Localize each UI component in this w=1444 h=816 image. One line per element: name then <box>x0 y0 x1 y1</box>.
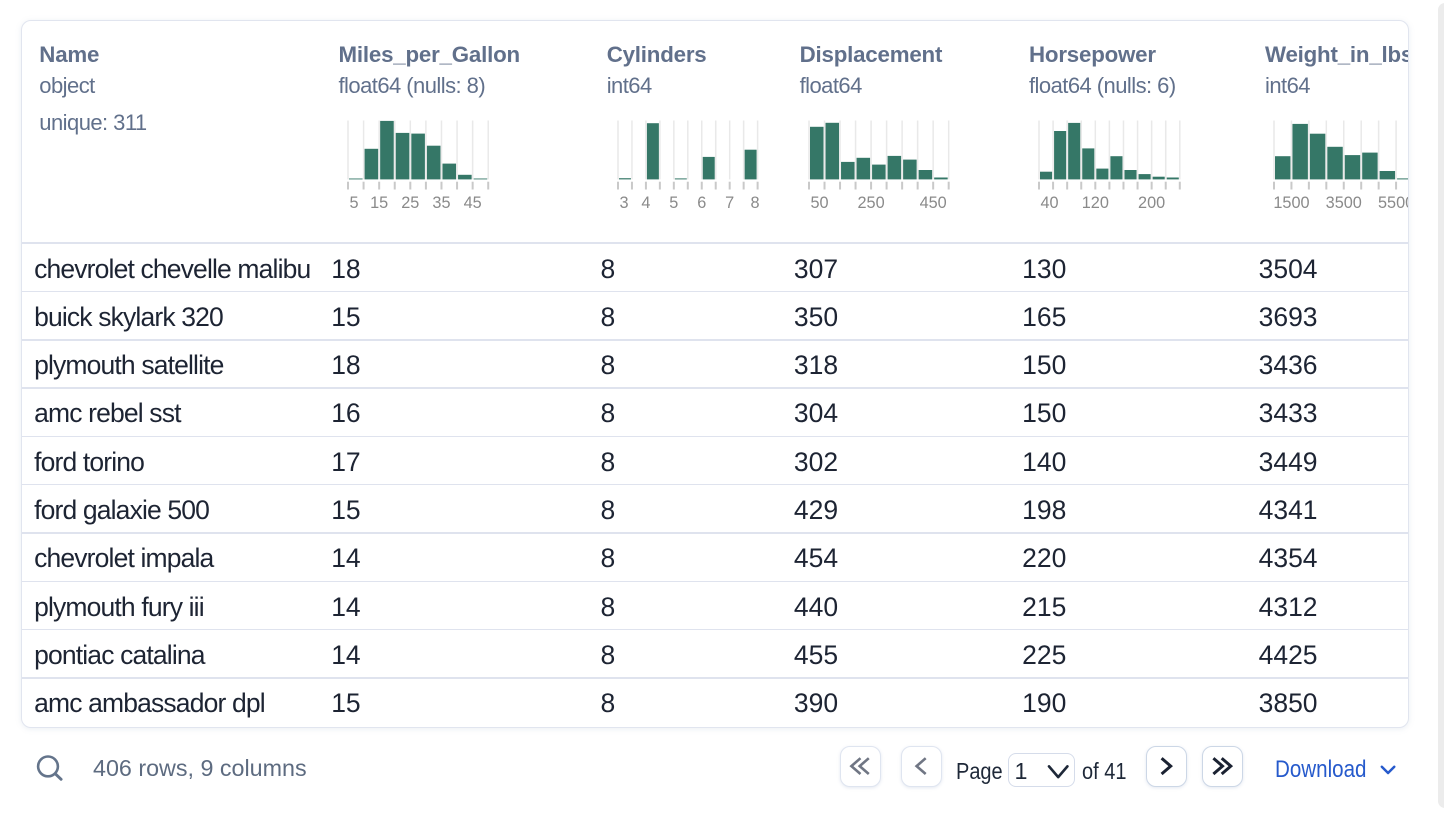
svg-text:1500: 1500 <box>1274 194 1310 212</box>
svg-text:40: 40 <box>1041 194 1059 212</box>
svg-text:25: 25 <box>402 194 420 212</box>
svg-text:3500: 3500 <box>1326 194 1362 212</box>
svg-text:50: 50 <box>810 194 828 212</box>
svg-text:5: 5 <box>350 194 359 212</box>
svg-text:3: 3 <box>619 194 628 212</box>
svg-text:5: 5 <box>669 194 678 212</box>
svg-text:250: 250 <box>857 194 884 212</box>
svg-text:15: 15 <box>370 194 388 212</box>
svg-text:4: 4 <box>641 194 650 212</box>
svg-text:120: 120 <box>1082 194 1109 212</box>
svg-text:200: 200 <box>1138 194 1165 212</box>
svg-text:6: 6 <box>697 194 706 212</box>
svg-text:8: 8 <box>750 194 759 212</box>
svg-text:5500: 5500 <box>1378 194 1409 212</box>
svg-text:7: 7 <box>725 194 734 212</box>
svg-text:45: 45 <box>464 194 482 212</box>
svg-text:35: 35 <box>433 194 451 212</box>
svg-text:450: 450 <box>919 194 946 212</box>
